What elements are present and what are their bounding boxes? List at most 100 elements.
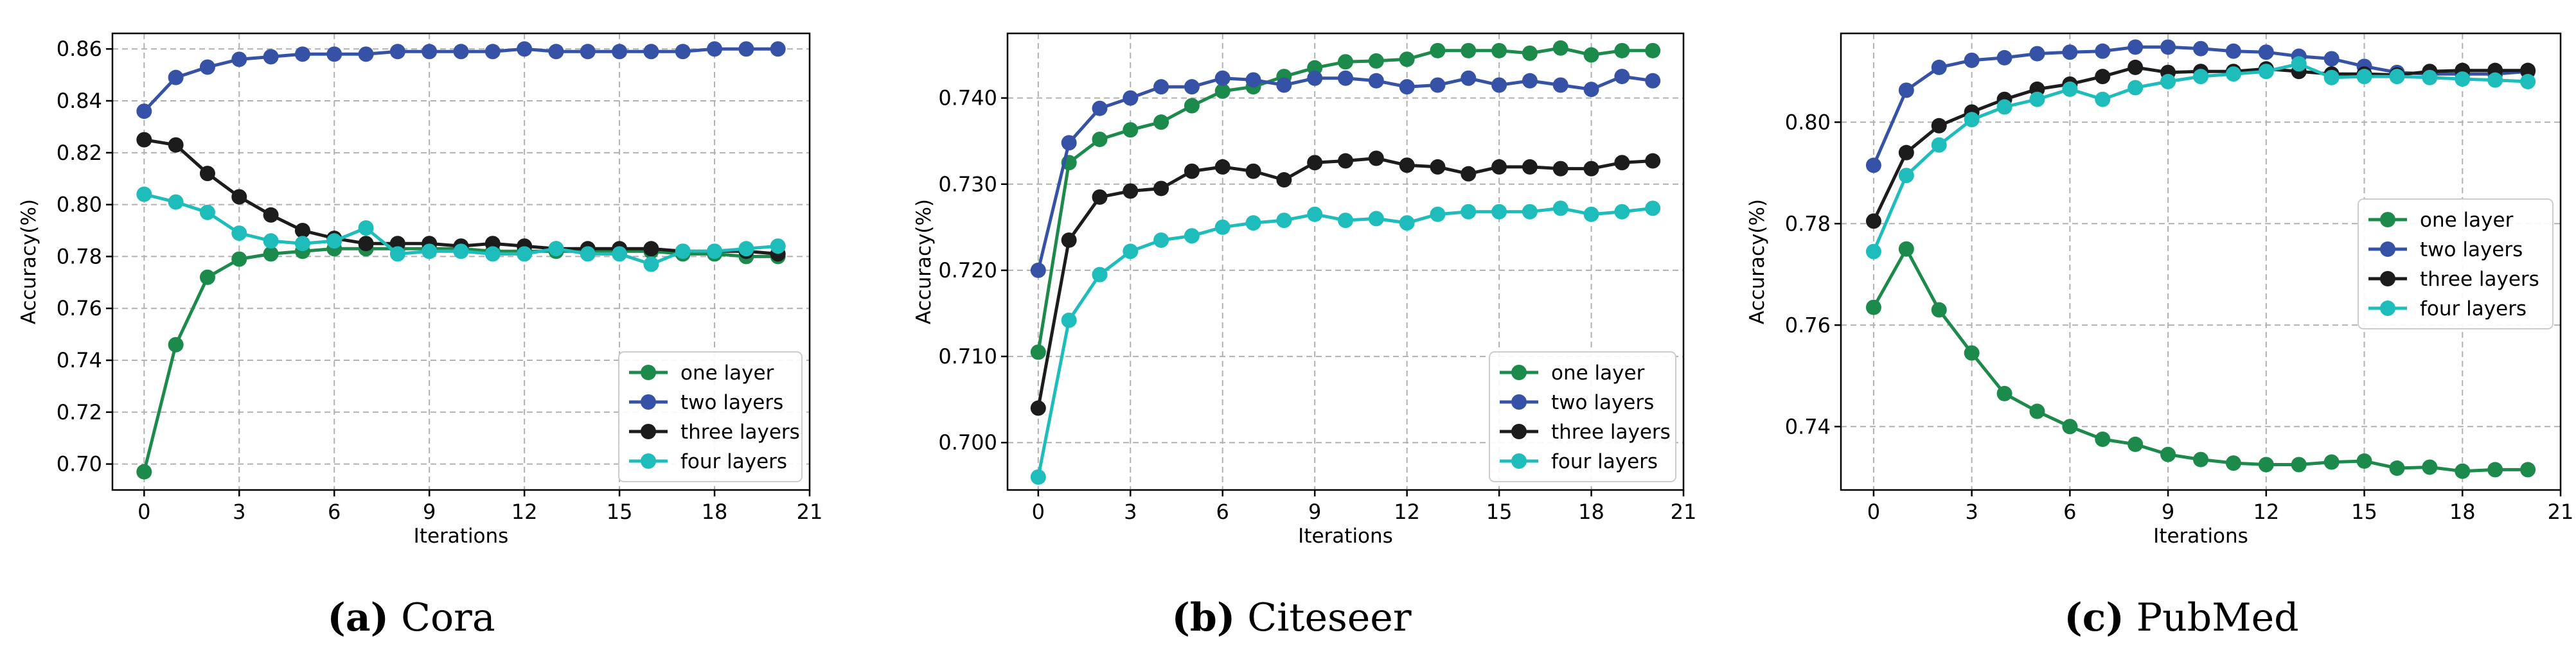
data-point-one-layer — [2062, 419, 2078, 435]
y-tick-label: 0.84 — [57, 89, 102, 113]
data-point-two-layers — [136, 103, 152, 119]
data-point-two-layers — [1996, 49, 2012, 66]
data-point-one-layer — [263, 246, 279, 262]
data-point-four-layers — [1123, 243, 1139, 259]
series-one-layer — [1865, 241, 2536, 479]
legend-marker-four-layers — [1511, 453, 1527, 469]
data-point-three-layers — [1931, 118, 1947, 134]
data-point-four-layers — [1276, 213, 1292, 229]
x-tick-label: 15 — [2351, 500, 2377, 524]
data-point-one-layer — [1964, 345, 1980, 361]
y-tick-label: 0.70 — [57, 452, 102, 476]
legend-label-one-layer: one layer — [1551, 362, 1645, 385]
data-point-four-layers — [612, 246, 628, 262]
data-point-three-layers — [1153, 180, 1169, 197]
data-point-one-layer — [2356, 453, 2372, 469]
data-point-four-layers — [2422, 69, 2438, 85]
legend-label-two-layers: two layers — [2420, 238, 2523, 261]
data-point-three-layers — [1491, 159, 1507, 175]
data-point-two-layers — [294, 46, 310, 62]
legend-label-three-layers: three layers — [680, 421, 800, 444]
data-point-one-layer — [2160, 446, 2176, 462]
legend-label-three-layers: three layers — [2420, 268, 2539, 291]
data-point-two-layers — [2127, 39, 2144, 55]
data-point-two-layers — [326, 46, 342, 62]
data-point-four-layers — [294, 236, 310, 252]
data-point-two-layers — [1931, 59, 1947, 75]
legend-label-three-layers: three layers — [1551, 421, 1671, 444]
data-point-one-layer — [1931, 302, 1947, 318]
x-tick-label: 18 — [2449, 500, 2476, 524]
data-point-four-layers — [2258, 64, 2274, 80]
data-point-four-layers — [1214, 219, 1230, 235]
legend-marker-three-layers — [1511, 424, 1527, 439]
data-point-four-layers — [548, 241, 564, 257]
data-point-one-layer — [231, 251, 247, 267]
data-point-two-layers — [1061, 135, 1077, 151]
y-tick-label: 0.72 — [57, 400, 102, 424]
data-point-two-layers — [707, 41, 723, 57]
data-point-four-layers — [199, 204, 215, 220]
legend-box — [1489, 351, 1676, 482]
caption-dataset: Citeseer — [1235, 595, 1412, 640]
data-point-two-layers — [2258, 44, 2274, 60]
data-point-four-layers — [326, 233, 342, 249]
data-point-two-layers — [770, 41, 786, 57]
panel-caption: (b) Citeseer — [1171, 595, 1411, 640]
data-point-three-layers — [1338, 153, 1353, 169]
data-point-three-layers — [1552, 161, 1568, 177]
y-tick-label: 0.700 — [938, 430, 997, 455]
data-point-two-layers — [358, 46, 374, 62]
data-point-three-layers — [2095, 69, 2111, 85]
data-point-four-layers — [643, 256, 659, 272]
data-point-three-layers — [199, 166, 215, 182]
legend-marker-two-layers — [2380, 241, 2395, 257]
y-axis-title: Accuracy(%) — [912, 199, 936, 324]
data-point-one-layer — [2520, 462, 2536, 478]
data-point-one-layer — [1614, 42, 1630, 58]
data-point-one-layer — [1030, 344, 1046, 360]
data-point-two-layers — [1552, 77, 1568, 93]
data-point-three-layers — [1645, 153, 1661, 169]
plot-frame — [1840, 32, 2562, 491]
data-point-two-layers — [422, 44, 438, 60]
data-point-one-layer — [199, 269, 215, 285]
data-point-four-layers — [2323, 69, 2340, 85]
data-point-two-layers — [168, 69, 184, 85]
data-point-two-layers — [548, 44, 564, 60]
data-point-four-layers — [580, 246, 596, 262]
y-tick-label: 0.78 — [57, 244, 102, 268]
data-point-one-layer — [1153, 114, 1169, 130]
data-point-three-layers — [1245, 163, 1261, 179]
data-point-three-layers — [2520, 62, 2536, 78]
data-point-three-layers — [358, 236, 374, 252]
data-point-four-layers — [1461, 204, 1477, 220]
data-point-one-layer — [1583, 47, 1599, 63]
data-point-two-layers — [2225, 43, 2241, 59]
plot-frame — [1006, 32, 1685, 491]
legend-marker-one-layer — [2380, 212, 2395, 227]
x-tick-label: 12 — [1394, 500, 1420, 524]
data-point-two-layers — [517, 41, 533, 57]
data-point-one-layer — [1214, 83, 1230, 99]
x-tick-label: 12 — [2253, 500, 2279, 524]
data-point-three-layers — [1522, 159, 1538, 175]
data-point-four-layers — [675, 243, 691, 259]
data-point-four-layers — [168, 194, 184, 210]
legend-label-four-layers: four layers — [2420, 297, 2527, 320]
legend-marker-three-layers — [641, 424, 656, 439]
panel-caption: (a) Cora — [327, 595, 495, 640]
data-point-one-layer — [2193, 451, 2208, 467]
x-tick-label: 18 — [702, 500, 728, 524]
data-point-one-layer — [168, 336, 184, 353]
data-point-four-layers — [2487, 72, 2503, 88]
data-point-three-layers — [294, 223, 310, 239]
data-point-four-layers — [422, 243, 438, 259]
series-two-layers — [136, 41, 786, 119]
data-point-four-layers — [263, 233, 279, 249]
y-tick-label: 0.82 — [57, 141, 102, 165]
data-point-one-layer — [136, 464, 152, 480]
x-tick-label: 15 — [607, 500, 633, 524]
data-point-two-layers — [1399, 79, 1415, 95]
